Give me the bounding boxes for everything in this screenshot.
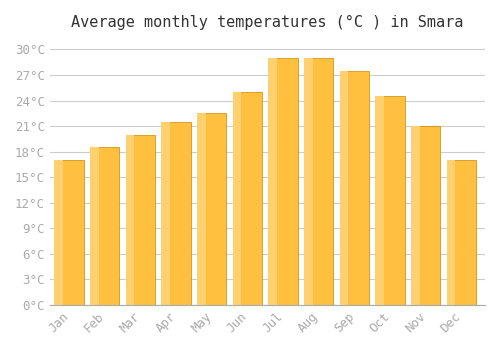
Bar: [126, 135, 134, 305]
Bar: [59, 160, 84, 305]
Bar: [304, 58, 313, 305]
Bar: [340, 71, 348, 305]
Bar: [197, 113, 206, 305]
Bar: [130, 135, 155, 305]
Bar: [273, 58, 297, 305]
Bar: [94, 147, 120, 305]
Bar: [162, 122, 170, 305]
Bar: [202, 113, 226, 305]
Bar: [237, 92, 262, 305]
Bar: [308, 58, 334, 305]
Title: Average monthly temperatures (°C ) in Smara: Average monthly temperatures (°C ) in Sm…: [71, 15, 464, 30]
Bar: [451, 160, 476, 305]
Bar: [90, 147, 99, 305]
Bar: [380, 96, 404, 305]
Bar: [166, 122, 190, 305]
Bar: [416, 126, 440, 305]
Bar: [268, 58, 277, 305]
Bar: [344, 71, 369, 305]
Bar: [232, 92, 241, 305]
Bar: [446, 160, 456, 305]
Bar: [54, 160, 63, 305]
Bar: [376, 96, 384, 305]
Bar: [411, 126, 420, 305]
